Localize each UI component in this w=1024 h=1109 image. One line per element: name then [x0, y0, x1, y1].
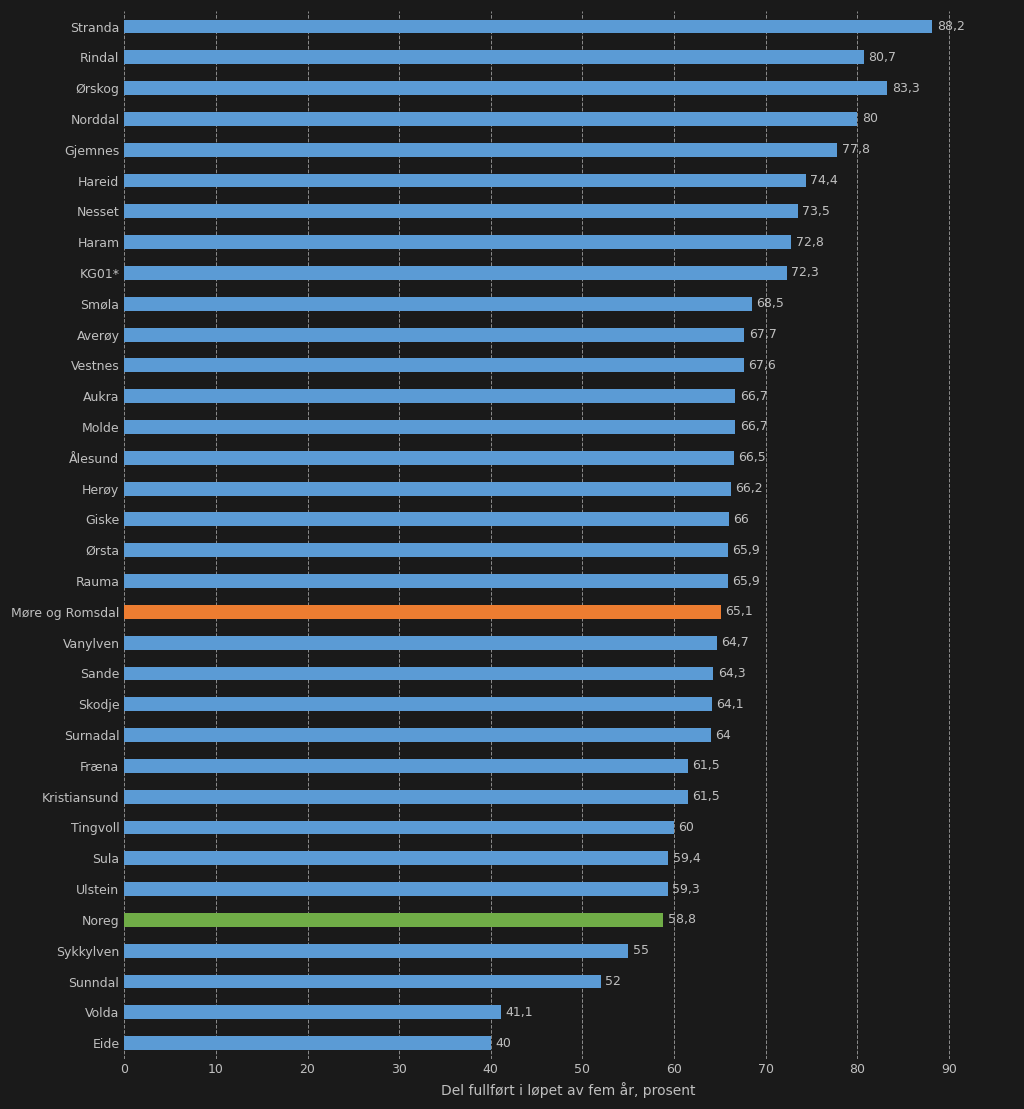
Text: 83,3: 83,3	[892, 82, 920, 94]
Text: 55: 55	[633, 944, 649, 957]
Bar	[124, 297, 752, 311]
Text: 61,5: 61,5	[692, 791, 720, 803]
Bar	[124, 790, 688, 804]
Bar	[124, 913, 663, 927]
Text: 68,5: 68,5	[757, 297, 784, 311]
Bar	[124, 20, 932, 33]
Bar	[124, 698, 712, 711]
Bar	[124, 667, 714, 681]
Text: 73,5: 73,5	[802, 205, 830, 217]
Text: 58,8: 58,8	[668, 914, 695, 926]
Bar	[124, 729, 711, 742]
Text: 80,7: 80,7	[868, 51, 896, 64]
Text: 80: 80	[862, 112, 878, 125]
Text: 61,5: 61,5	[692, 760, 720, 772]
Text: 65,9: 65,9	[732, 543, 761, 557]
Bar	[124, 235, 792, 250]
Bar	[124, 143, 837, 156]
Text: 52: 52	[605, 975, 622, 988]
Text: 66,5: 66,5	[738, 451, 766, 465]
Text: 77,8: 77,8	[842, 143, 869, 156]
Bar	[124, 50, 863, 64]
Text: 66,2: 66,2	[735, 482, 763, 495]
X-axis label: Del fullført i løpet av fem år, prosent: Del fullført i løpet av fem år, prosent	[441, 1082, 696, 1098]
Bar	[124, 174, 806, 187]
Text: 59,4: 59,4	[673, 852, 700, 865]
Bar	[124, 852, 669, 865]
Bar	[124, 944, 628, 958]
Text: 66,7: 66,7	[740, 389, 768, 403]
Bar	[124, 635, 717, 650]
Text: 72,3: 72,3	[792, 266, 819, 279]
Text: 65,1: 65,1	[725, 606, 753, 619]
Bar	[124, 266, 786, 279]
Text: 64,3: 64,3	[718, 667, 745, 680]
Bar	[124, 81, 888, 95]
Text: 66: 66	[733, 512, 750, 526]
Bar	[124, 604, 721, 619]
Text: 66,7: 66,7	[740, 420, 768, 434]
Bar	[124, 975, 601, 988]
Bar	[124, 112, 857, 125]
Text: 72,8: 72,8	[796, 235, 823, 248]
Text: 74,4: 74,4	[810, 174, 839, 187]
Bar	[124, 882, 668, 896]
Text: 40: 40	[496, 1037, 511, 1049]
Bar	[124, 204, 798, 218]
Text: 88,2: 88,2	[937, 20, 965, 33]
Bar	[124, 327, 744, 342]
Bar	[124, 821, 674, 834]
Text: 60: 60	[679, 821, 694, 834]
Bar	[124, 420, 735, 434]
Bar	[124, 759, 688, 773]
Text: 64,7: 64,7	[722, 637, 750, 649]
Text: 67,7: 67,7	[750, 328, 777, 342]
Text: 67,6: 67,6	[749, 359, 776, 372]
Text: 64,1: 64,1	[716, 698, 743, 711]
Text: 65,9: 65,9	[732, 574, 761, 588]
Text: 59,3: 59,3	[672, 883, 699, 896]
Bar	[124, 481, 731, 496]
Bar	[124, 451, 733, 465]
Bar	[124, 358, 743, 373]
Bar	[124, 512, 729, 527]
Bar	[124, 389, 735, 403]
Bar	[124, 1006, 501, 1019]
Text: 41,1: 41,1	[506, 1006, 534, 1019]
Text: 64: 64	[715, 729, 731, 742]
Bar	[124, 574, 728, 588]
Bar	[124, 1036, 490, 1050]
Bar	[124, 543, 728, 557]
